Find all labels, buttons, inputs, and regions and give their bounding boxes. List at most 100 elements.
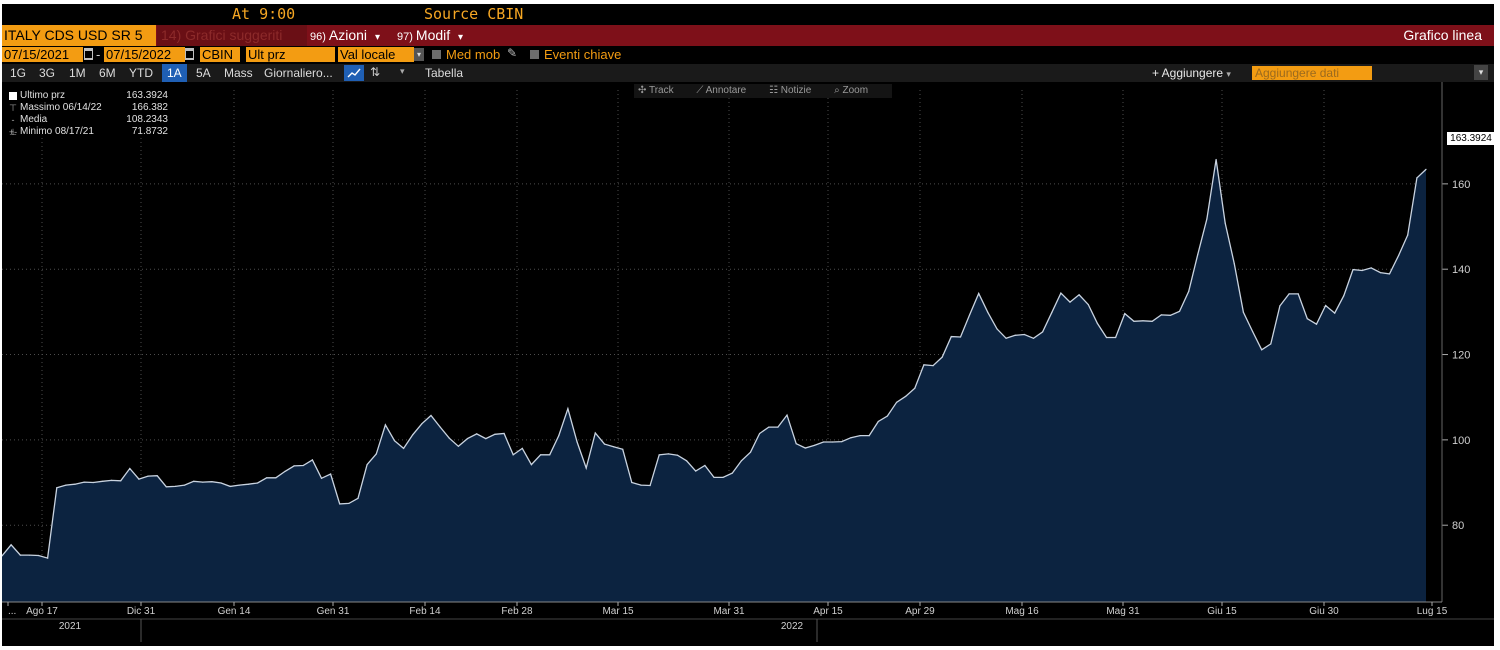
security-input[interactable]: ITALY CDS USD SR 5 bbox=[2, 25, 156, 46]
frequency-select[interactable]: Giornaliero... bbox=[264, 66, 333, 80]
data-point bbox=[540, 454, 542, 456]
low-marker-icon: ⊥ bbox=[9, 127, 17, 137]
source-label: Source CBIN bbox=[424, 5, 524, 23]
data-point bbox=[393, 440, 396, 442]
data-point bbox=[567, 408, 569, 410]
suggested-charts-button[interactable]: 14) Grafici suggeriti bbox=[157, 25, 307, 46]
data-point bbox=[1124, 313, 1126, 315]
modify-menu-button[interactable]: 97) Modif ▾ bbox=[397, 25, 463, 46]
table-button[interactable]: Tabella bbox=[425, 66, 464, 80]
annotate-tool[interactable]: ⟋ Annotare bbox=[696, 85, 747, 96]
track-tool[interactable]: ✣ Track bbox=[638, 85, 674, 96]
line-chart-icon[interactable] bbox=[344, 65, 364, 81]
calendar-icon[interactable] bbox=[185, 48, 194, 60]
period-button-1a[interactable]: 1A bbox=[162, 64, 187, 82]
y-tick-label: 100 bbox=[1452, 435, 1470, 447]
data-point bbox=[1197, 253, 1199, 255]
currency-select[interactable]: Val locale bbox=[338, 47, 414, 62]
data-point bbox=[622, 448, 624, 450]
data-point bbox=[384, 424, 386, 426]
data-point bbox=[174, 485, 176, 487]
date-range-separator: - bbox=[96, 47, 101, 62]
data-point bbox=[2, 555, 3, 557]
news-tool[interactable]: ☷ Notizie bbox=[769, 85, 812, 96]
moving-average-checkbox[interactable] bbox=[432, 50, 441, 59]
data-point bbox=[704, 464, 706, 467]
chart-type-label[interactable]: Grafico linea bbox=[1403, 27, 1482, 43]
y-tick-label: 140 bbox=[1452, 264, 1470, 276]
x-tick-label: Apr 15 bbox=[813, 606, 843, 617]
data-point bbox=[403, 447, 405, 449]
x-tick-label: Gen 31 bbox=[317, 606, 350, 617]
x-tick-label: Lug 15 bbox=[1417, 606, 1448, 617]
legend-label: Ultimo prz bbox=[20, 90, 66, 101]
chevron-down-icon[interactable]: ▾ bbox=[400, 66, 405, 76]
period-button-1g[interactable]: 1G bbox=[10, 66, 27, 80]
data-point bbox=[320, 477, 323, 479]
currency-dropdown-icon[interactable]: ▾ bbox=[414, 48, 424, 61]
period-button-1m[interactable]: 1M bbox=[69, 66, 86, 80]
mean-marker-icon: -+- bbox=[8, 115, 18, 137]
data-point bbox=[722, 476, 724, 478]
data-point bbox=[813, 444, 816, 446]
menu-icon[interactable]: ▾ bbox=[1474, 65, 1488, 80]
data-point bbox=[1032, 337, 1035, 339]
series-swatch[interactable] bbox=[9, 92, 17, 100]
data-point bbox=[421, 423, 423, 425]
x-tick-label: Gen 14 bbox=[218, 606, 251, 617]
data-point bbox=[476, 433, 478, 435]
add-button[interactable]: + Aggiungere ▾ bbox=[1152, 64, 1231, 82]
start-date-field[interactable]: 07/15/2021 bbox=[2, 47, 83, 62]
end-date-field[interactable]: 07/15/2022 bbox=[104, 47, 185, 62]
zoom-tool[interactable]: ⌕ Zoom bbox=[834, 85, 869, 96]
data-point bbox=[1060, 292, 1062, 294]
chevron-down-icon: ▾ bbox=[458, 32, 464, 43]
data-point bbox=[649, 484, 651, 487]
price-chart[interactable]: 80 100 120 140 160... Ago 17 Dic 31 Gen 14 Gen 3… bbox=[2, 82, 1494, 646]
data-point bbox=[558, 435, 560, 437]
suggested-charts-label: Grafici suggeriti bbox=[185, 27, 283, 43]
data-point bbox=[877, 420, 879, 423]
legend-row-mean: -+- Media 108.2343 bbox=[6, 114, 168, 137]
data-point bbox=[603, 443, 606, 445]
pencil-icon[interactable]: ✎ bbox=[507, 46, 518, 60]
period-button-max[interactable]: Mass bbox=[224, 66, 253, 80]
sort-icon[interactable]: ⇅ bbox=[370, 65, 381, 79]
source-field[interactable]: CBIN bbox=[200, 47, 240, 62]
data-point bbox=[1352, 269, 1354, 271]
data-point bbox=[1379, 272, 1381, 274]
data-point bbox=[83, 481, 85, 483]
legend-value: 71.8732 bbox=[131, 126, 168, 137]
data-point bbox=[220, 482, 222, 484]
x-tick-label: Giu 30 bbox=[1309, 606, 1339, 617]
data-point bbox=[1133, 320, 1135, 322]
legend-row-last: Ultimo prz 163.3924 bbox=[6, 90, 168, 102]
add-data-input[interactable]: Aggiungere dati bbox=[1252, 66, 1372, 80]
data-point bbox=[941, 356, 943, 358]
period-button-3g[interactable]: 3G bbox=[39, 66, 56, 80]
data-point bbox=[37, 554, 40, 557]
period-button-ytd[interactable]: YTD bbox=[129, 66, 153, 80]
actions-label: Azioni bbox=[328, 27, 368, 43]
data-point bbox=[1096, 322, 1098, 324]
data-point bbox=[695, 470, 697, 472]
data-point bbox=[330, 473, 332, 475]
news-label: Notizie bbox=[780, 85, 812, 96]
calendar-icon[interactable] bbox=[84, 48, 93, 60]
period-button-5a[interactable]: 5A bbox=[196, 66, 211, 80]
data-point bbox=[905, 395, 907, 397]
period-button-6m[interactable]: 6M bbox=[99, 66, 116, 80]
chart-area[interactable]: 80 100 120 140 160... Ago 17 Dic 31 Gen 14 Gen 3… bbox=[2, 82, 1494, 646]
annotate-label: Annotare bbox=[705, 85, 747, 96]
data-point bbox=[667, 453, 670, 455]
data-point bbox=[47, 557, 49, 559]
actions-menu-button[interactable]: 96) Azioni ▾ bbox=[310, 25, 380, 46]
terminal-window: At 9:00 Source CBIN ITALY CDS USD SR 5 1… bbox=[2, 4, 1494, 646]
data-point bbox=[1078, 294, 1080, 296]
field-select[interactable]: Ult prz bbox=[246, 47, 335, 62]
data-point bbox=[1252, 330, 1254, 333]
key-events-checkbox[interactable] bbox=[530, 50, 539, 59]
data-point bbox=[1288, 293, 1290, 295]
data-point bbox=[658, 454, 660, 456]
data-point bbox=[165, 486, 167, 488]
